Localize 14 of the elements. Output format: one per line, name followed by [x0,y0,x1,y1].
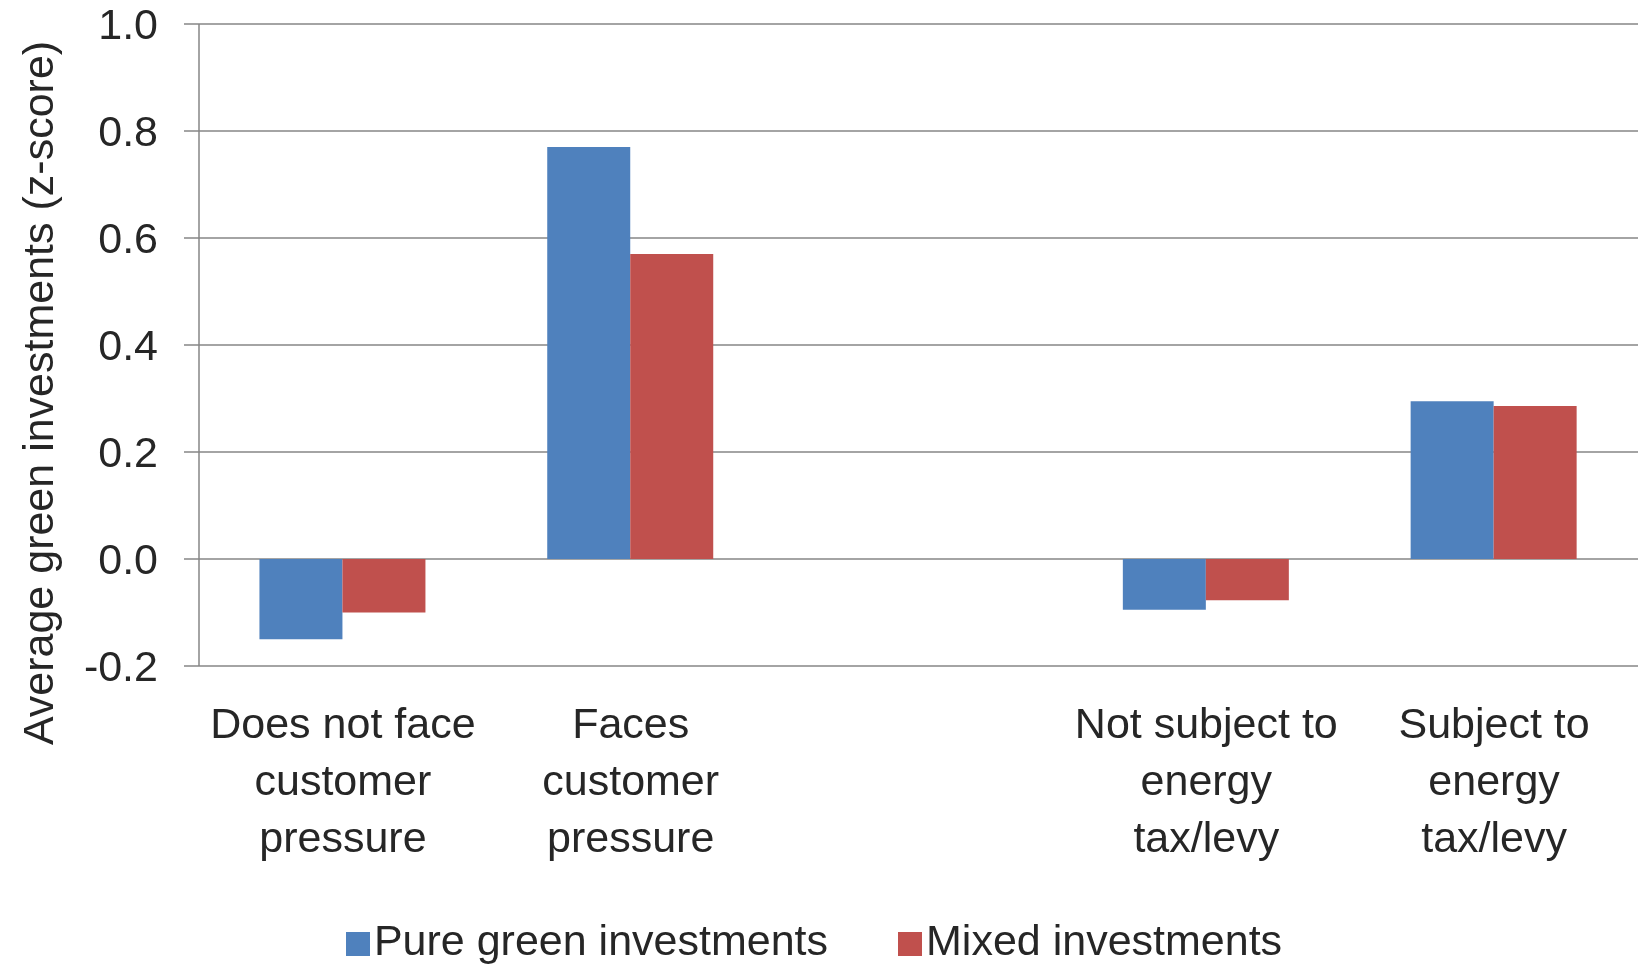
y-tick-label: 0.4 [98,321,158,370]
x-tick-label: Faces customer pressure [542,699,720,861]
y-tick-label: 0.8 [98,107,158,156]
y-tick-label: -0.2 [83,642,158,691]
legend-label: Mixed investments [926,916,1283,964]
y-tick-label: 0.6 [98,214,158,263]
y-axis-title: Average green investments (z-score) [14,40,62,746]
y-tick-label: 0.2 [98,428,158,477]
y-tick-label: 0.0 [98,535,158,584]
x-tick-label: Subject to energy tax/levy [1398,699,1590,861]
y-tick-label: 1.0 [98,0,158,49]
legend-label: Pure green investments [373,916,829,964]
x-tick-label: Not subject to energy tax/levy [1074,699,1338,861]
x-tick-label: Does not face customer pressure [210,699,476,861]
